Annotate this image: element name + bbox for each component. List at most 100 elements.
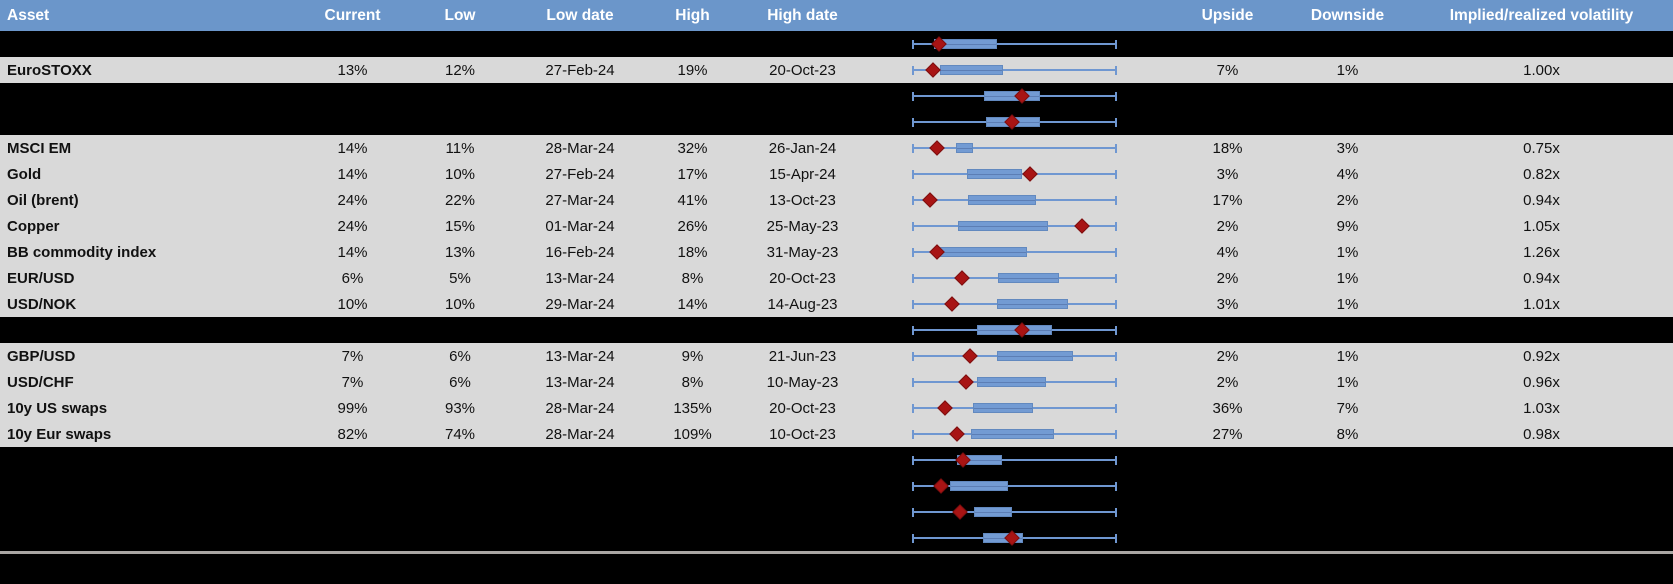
boxplot-cell [865, 525, 1170, 551]
table-row: Oil (brent) 24% 22% 27-Mar-24 41% 13-Oct… [0, 187, 1673, 213]
table-row: EUR/USD 6% 5% 13-Mar-24 8% 20-Oct-23 2% … [0, 265, 1673, 291]
current-marker-icon [925, 62, 941, 78]
low-date: 28-Mar-24 [545, 139, 615, 157]
boxplot-cell [865, 83, 1170, 109]
current-marker-icon [922, 192, 938, 208]
boxplot-cell [865, 265, 1170, 291]
current-marker-icon [953, 270, 970, 286]
box-range [983, 533, 1023, 543]
boxplot [912, 239, 1117, 265]
boxplot [912, 369, 1117, 395]
downside-value: 3% [1336, 139, 1359, 157]
whisker-cap-left-icon [912, 143, 914, 153]
high-date: 13-Oct-23 [769, 191, 836, 209]
implied-realized-value: 1.26x [1523, 243, 1560, 261]
boxplot-cell [865, 499, 1170, 525]
current-value: 14% [337, 243, 368, 261]
whisker-cap-left-icon [912, 507, 914, 517]
whisker-cap-right-icon [1115, 481, 1117, 491]
upside-value: 18% [1212, 139, 1243, 157]
downside-value: 8% [1336, 425, 1359, 443]
whisker-cap-left-icon [912, 39, 914, 49]
boxplot-cell [865, 421, 1170, 447]
box-range [973, 403, 1033, 413]
boxplot-cell [865, 291, 1170, 317]
whisker-cap-right-icon [1115, 247, 1117, 257]
low-value: 13% [444, 243, 476, 261]
boxplot [912, 161, 1117, 187]
current-marker-icon [952, 504, 968, 520]
downside-value: 9% [1336, 217, 1359, 235]
high-date: 21-Jun-23 [768, 347, 837, 365]
whisker-cap-left-icon [912, 377, 914, 387]
current-value: 82% [337, 425, 368, 443]
implied-realized-value: 1.01x [1523, 295, 1560, 313]
boxplot [912, 265, 1117, 291]
low-value: 11% [445, 139, 475, 157]
downside-value: 4% [1336, 165, 1359, 183]
high-value: 41% [677, 191, 708, 209]
low-date: 28-Mar-24 [545, 399, 615, 417]
whisker-line [912, 69, 1117, 71]
whisker-line [912, 43, 1117, 45]
boxplot [912, 57, 1117, 83]
boxplot [912, 291, 1117, 317]
high-value: 8% [681, 269, 704, 287]
low-date: 27-Feb-24 [545, 165, 615, 183]
current-marker-icon [949, 426, 965, 442]
boxplot-cell [865, 395, 1170, 421]
low-value: 10% [444, 165, 476, 183]
implied-realized-value: 0.94x [1523, 191, 1560, 209]
table-row: USD/CHF 7% 6% 13-Mar-24 8% 10-May-23 2% … [0, 369, 1673, 395]
whisker-cap-right-icon [1115, 429, 1117, 439]
boxplot-cell [865, 369, 1170, 395]
table-row: 10y US swaps 99% 93% 28-Mar-24 135% 20-O… [0, 395, 1673, 421]
current-marker-icon [937, 400, 953, 416]
asset-name: BB commodity index [7, 243, 157, 261]
boxplot-cell [865, 109, 1170, 135]
low-date: 13-Mar-24 [545, 269, 615, 287]
current-value: 99% [337, 399, 368, 417]
upside-value: 27% [1212, 425, 1243, 443]
high-date: 15-Apr-24 [769, 165, 836, 183]
whisker-line [912, 459, 1117, 461]
low-date: 28-Mar-24 [545, 425, 615, 443]
whisker-cap-right-icon [1115, 65, 1117, 75]
column-header-low-date: Low date [546, 6, 614, 24]
upside-value: 17% [1212, 191, 1243, 209]
current-value: 24% [337, 191, 368, 209]
whisker-cap-right-icon [1115, 195, 1117, 205]
table-row [0, 83, 1673, 109]
implied-realized-value: 0.98x [1523, 425, 1560, 443]
asset-name: Gold [7, 165, 42, 183]
table-row: MSCI EM 14% 11% 28-Mar-24 32% 26-Jan-24 … [0, 135, 1673, 161]
boxplot-cell [865, 343, 1170, 369]
whisker-cap-left-icon [912, 299, 914, 309]
low-value: 6% [449, 347, 471, 365]
boxplot [912, 109, 1117, 135]
boxplot-cell [865, 473, 1170, 499]
upside-value: 2% [1216, 217, 1239, 235]
table-row: GBP/USD 7% 6% 13-Mar-24 9% 21-Jun-23 2% … [0, 343, 1673, 369]
boxplot-cell [865, 57, 1170, 83]
current-value: 7% [341, 347, 364, 365]
boxplot [912, 343, 1117, 369]
high-value: 32% [677, 139, 708, 157]
box-range [997, 351, 1073, 361]
high-date: 10-Oct-23 [769, 425, 836, 443]
implied-realized-value: 0.94x [1523, 269, 1560, 287]
upside-value: 2% [1216, 269, 1239, 287]
asset-name: USD/CHF [7, 373, 74, 391]
whisker-cap-left-icon [912, 65, 914, 75]
box-range [940, 65, 1003, 75]
low-value: 15% [444, 217, 476, 235]
box-range [966, 169, 1022, 179]
table-row [0, 525, 1673, 551]
box-range [976, 377, 1047, 387]
table-row: BB commodity index 14% 13% 16-Feb-24 18%… [0, 239, 1673, 265]
whisker-cap-right-icon [1115, 91, 1117, 101]
upside-value: 3% [1216, 165, 1239, 183]
boxplot [912, 317, 1117, 343]
asset-name: USD/NOK [7, 295, 77, 313]
